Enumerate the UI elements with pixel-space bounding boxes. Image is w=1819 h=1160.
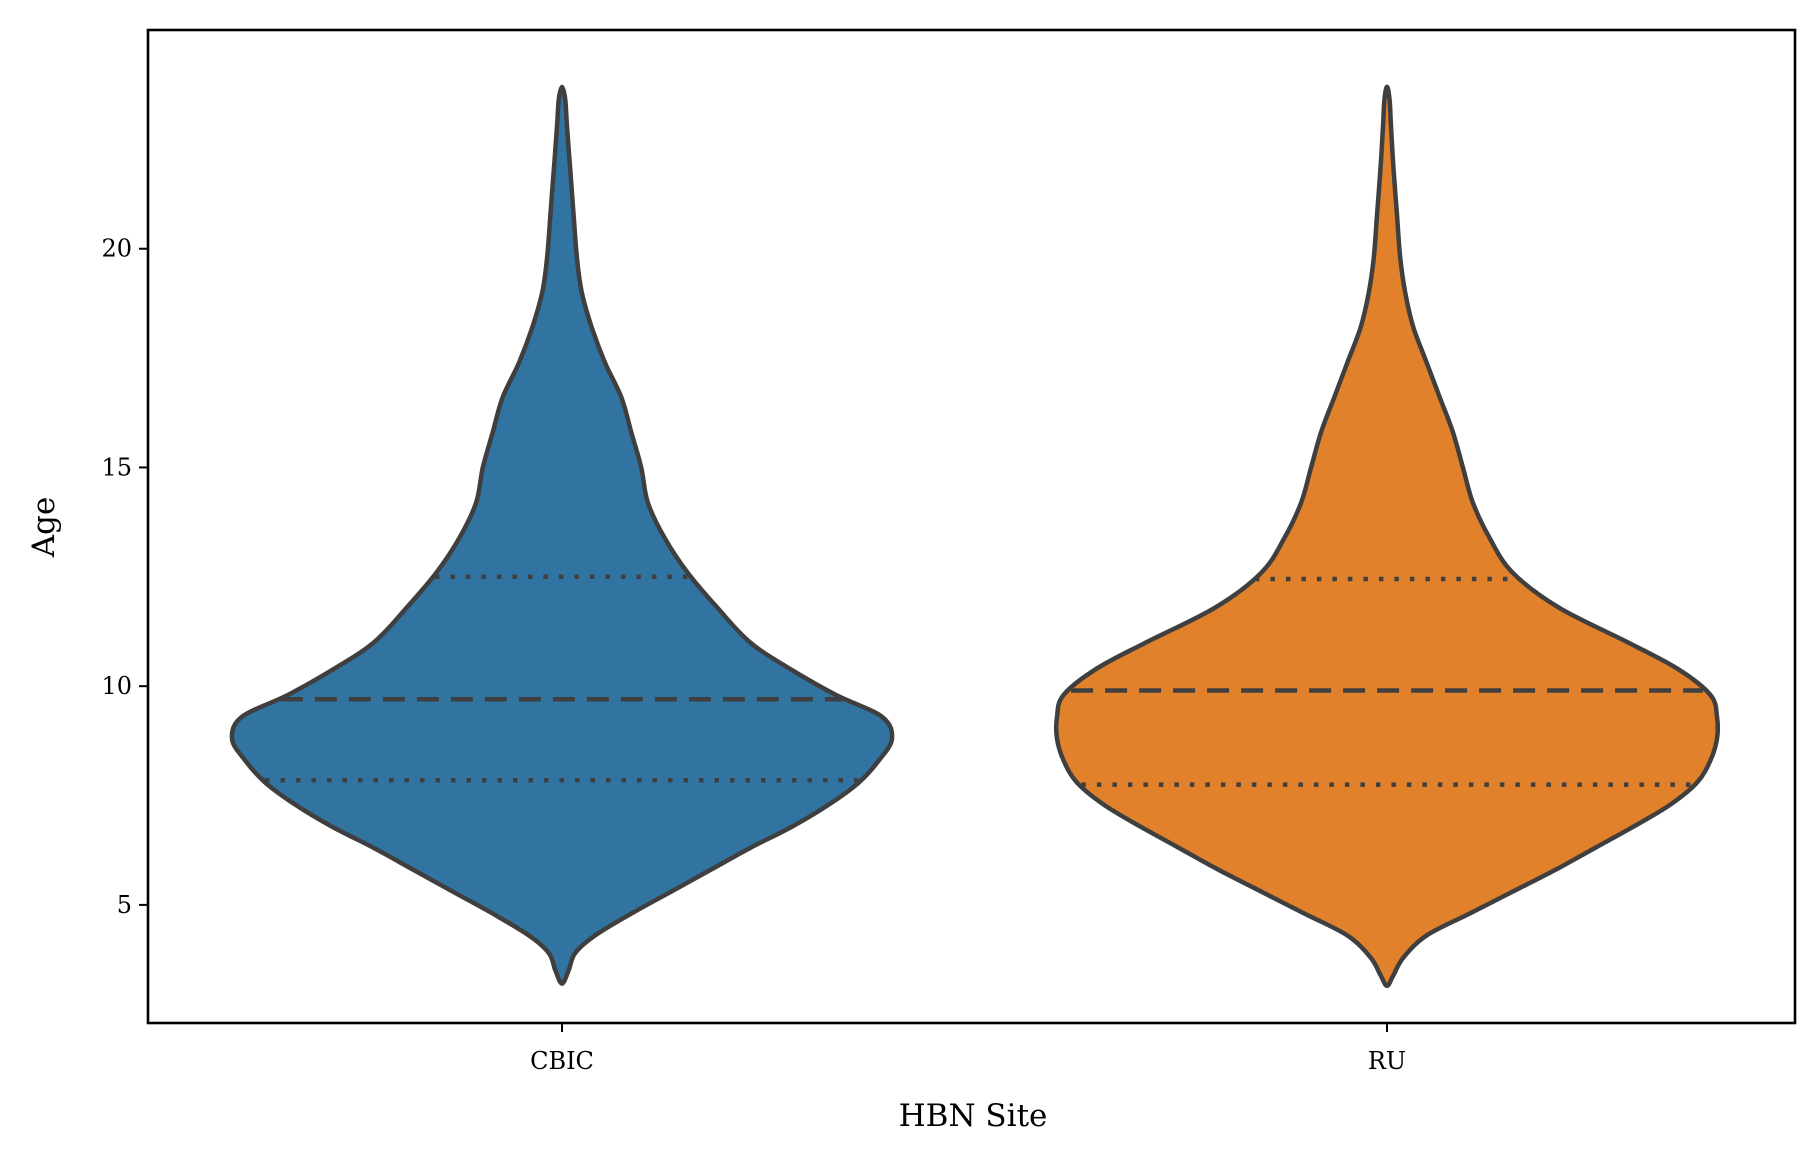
y-axis-title: Age (26, 497, 62, 559)
x-axis-title: HBN Site (899, 1098, 1048, 1134)
violins-layer (229, 84, 1721, 989)
violin-ru (1053, 84, 1721, 989)
y-tick-label: 20 (101, 235, 132, 263)
violin-cbic (229, 84, 895, 986)
y-tick-label: 15 (101, 453, 132, 481)
x-axis: CBIC RU (530, 1023, 1406, 1075)
y-tick-label: 5 (117, 891, 132, 919)
violin-body-ru (1053, 84, 1721, 989)
violin-body-cbic (229, 84, 895, 986)
x-tick-label-ru: RU (1368, 1047, 1406, 1075)
x-tick-label-cbic: CBIC (530, 1047, 594, 1075)
y-axis: 5 10 15 20 (101, 235, 148, 919)
y-tick-label: 10 (101, 672, 132, 700)
plot-frame (146, 28, 1797, 1025)
